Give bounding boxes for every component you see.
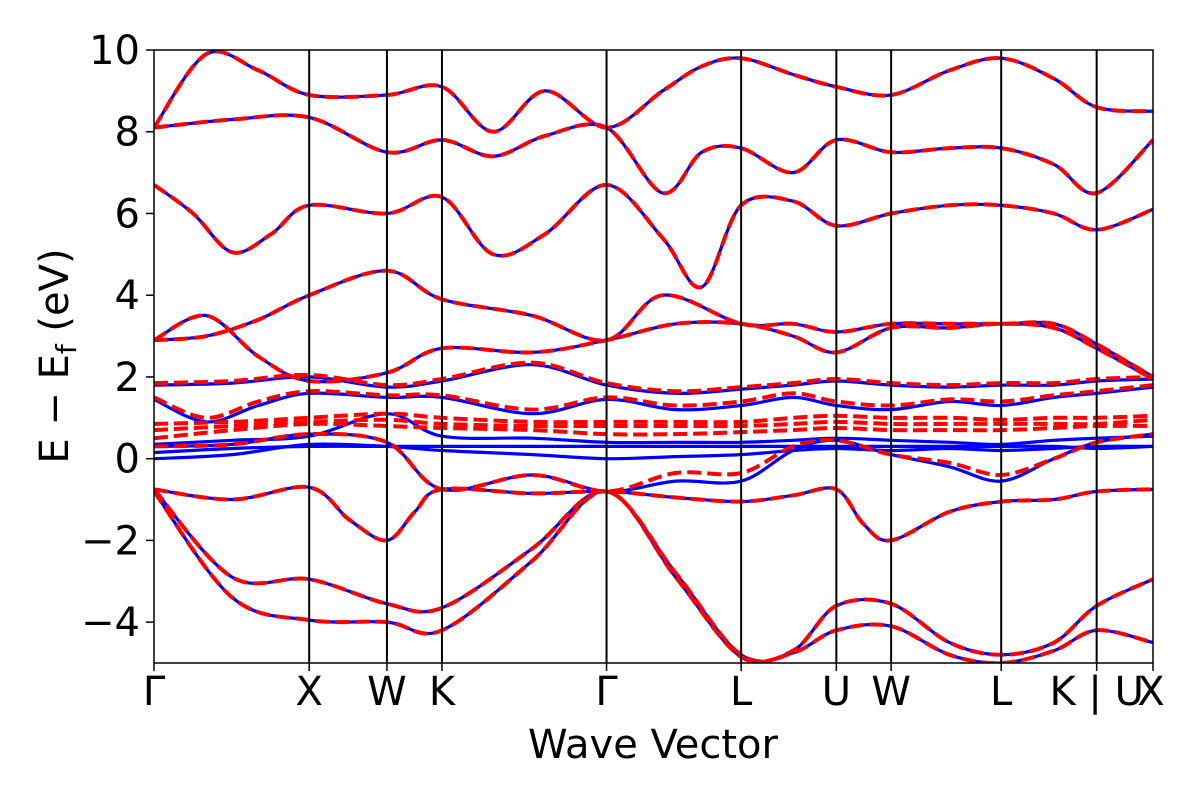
x-tick-label-8: L [990,669,1013,715]
y-tick-label-0: −4 [81,600,140,646]
x-tick-label-5: L [730,669,753,715]
band-series-0-band-11 [154,183,1153,289]
band-series-1-band-4 [154,417,1153,433]
band-series-1-band-5 [154,411,1153,426]
high-symmetry-lines [308,50,1098,663]
band-series-1-band-10 [154,268,1153,379]
y-tick-label-4: 4 [115,273,140,319]
y-tick-label-3: 2 [115,355,140,401]
x-tick-label-3: K [429,669,457,715]
y-tick-label-2: 0 [115,437,140,483]
x-tick-label-2: W [367,669,407,715]
band-series-1-band-2 [154,484,1153,543]
band-series-1-band-1 [154,489,1153,663]
band-series-0-band-0 [154,488,1153,663]
y-axis-label-main: E − E [32,354,78,464]
band-series-0-band-8 [154,363,1153,395]
y-tick-label-1: −2 [81,518,140,564]
y-ticks: −4 −2 0 2 4 6 8 10 [81,28,154,646]
y-tick-label-7: 10 [89,28,140,74]
y-tick-label-6: 8 [115,110,140,156]
x-tick-label-4: Γ [595,669,618,715]
band-series-0-band-6 [154,412,1153,447]
plot-frame [153,49,1154,664]
band-series-1-band-11 [154,182,1153,290]
band-series-0-band-3 [154,442,1153,461]
y-axis-label: E − Ef (eV) [32,248,83,463]
x-tick-label-7: W [871,669,911,715]
x-tick-label-6: U [822,669,851,715]
band-series-1-band-3 [154,421,1153,441]
y-axis-label-subscript: f [50,343,83,354]
band-series-0-band-12 [154,113,1153,195]
band-series-1-band-6 [154,431,1153,494]
y-tick-label-5: 6 [115,191,140,237]
x-tick-label-9: K | U [1049,669,1143,715]
band-series-0-band-13 [154,50,1153,134]
band-series-1-band-13 [154,50,1153,134]
band-series-1-band-0 [154,487,1153,663]
band-series-0-band-4 [154,444,1153,455]
x-tick-label-10: X [1137,669,1164,715]
x-tick-label-0: Γ [143,669,166,715]
y-axis-label-unit: (eV) [32,248,78,344]
band-series-1-band-12 [154,113,1153,196]
band-series-1-band-9 [154,313,1153,384]
x-axis-label: Wave Vector [528,722,779,768]
bands-group [154,50,1153,663]
x-tick-label-1: X [295,669,322,715]
